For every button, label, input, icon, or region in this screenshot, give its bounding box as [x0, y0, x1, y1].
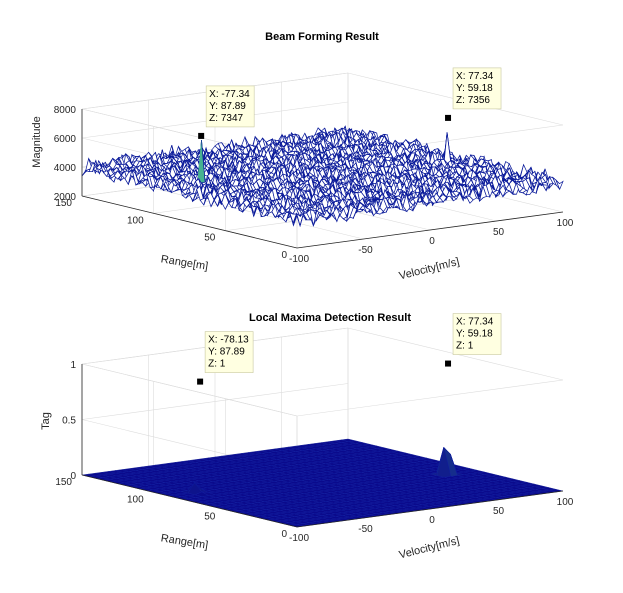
datatip-line: X: 77.34: [456, 71, 494, 82]
datatip-marker: [197, 378, 204, 385]
z-tick-label: 2000: [54, 192, 77, 203]
y-axis-label: Range[m]: [160, 253, 209, 272]
y-tick-label: 0: [281, 250, 287, 261]
y-tick-label: 100: [127, 215, 144, 226]
x-tick-label: 100: [557, 218, 574, 229]
datatip[interactable]: X: -77.34Y: 87.89Z: 7347: [198, 85, 255, 139]
datatip-line: X: -78.13: [208, 335, 249, 346]
z-axis-label: Tag: [40, 412, 52, 430]
surface: [81, 438, 564, 528]
surface: [81, 125, 564, 228]
z-tick-label: 0: [70, 471, 76, 482]
datatip-line: Y: 87.89: [209, 101, 246, 112]
x-tick-label: -100: [289, 533, 309, 544]
datatip[interactable]: X: 77.34Y: 59.18Z: 1: [445, 313, 502, 367]
datatip-line: Y: 59.18: [456, 83, 493, 94]
datatip-marker: [445, 114, 452, 121]
x-tick-label: 50: [493, 506, 505, 517]
plot-title: Beam Forming Result: [265, 31, 379, 43]
y-tick-label: 150: [55, 477, 72, 488]
x-tick-label: 0: [429, 515, 435, 526]
axis-lines: [81, 109, 564, 249]
x-axis-label: Velocity[m/s]: [398, 256, 461, 283]
y-tick-label: 0: [281, 529, 287, 540]
x-tick-label: 50: [493, 227, 505, 238]
datatip-marker: [198, 132, 205, 139]
datatip-line: Z: 7347: [209, 113, 243, 124]
axis-lines: [81, 364, 564, 528]
datatip[interactable]: X: 77.34Y: 59.18Z: 7356: [445, 67, 502, 121]
z-tick-label: 4000: [54, 163, 77, 174]
datatip-box: [452, 313, 502, 355]
datatip-line: X: -77.34: [209, 89, 250, 100]
x-tick-label: -50: [358, 245, 373, 256]
z-axis-label: Magnitude: [31, 116, 43, 167]
x-tick-label: -50: [358, 524, 373, 535]
y-axis-label: Range[m]: [160, 532, 209, 551]
datatip-box: [205, 85, 255, 128]
datatip[interactable]: X: -78.13Y: 87.89Z: 1: [197, 331, 254, 385]
x-tick-label: 0: [429, 236, 435, 247]
datatip-line: Y: 59.18: [456, 329, 493, 340]
datatip-box: [452, 67, 502, 110]
x-tick-label: 100: [557, 497, 574, 508]
datatip-line: X: 77.34: [456, 317, 494, 328]
z-tick-label: 0.5: [62, 416, 76, 427]
datatip-line: Z: 1: [208, 359, 226, 370]
y-tick-label: 150: [55, 198, 72, 209]
z-tick-label: 8000: [54, 105, 77, 116]
datatip-line: Y: 87.89: [208, 347, 245, 358]
datatip-line: Z: 7356: [456, 95, 490, 106]
plot-title: Local Maxima Detection Result: [249, 312, 411, 324]
datatip-box: [204, 331, 254, 373]
x-tick-label: -100: [289, 254, 309, 265]
z-tick-label: 6000: [54, 134, 77, 145]
z-tick-label: 1: [70, 360, 76, 371]
datatip-line: Z: 1: [456, 341, 474, 352]
datatip-marker: [445, 360, 452, 367]
y-tick-label: 100: [127, 494, 144, 505]
y-tick-label: 50: [204, 233, 216, 244]
y-tick-label: 50: [204, 512, 216, 523]
x-axis-label: Velocity[m/s]: [398, 535, 461, 562]
